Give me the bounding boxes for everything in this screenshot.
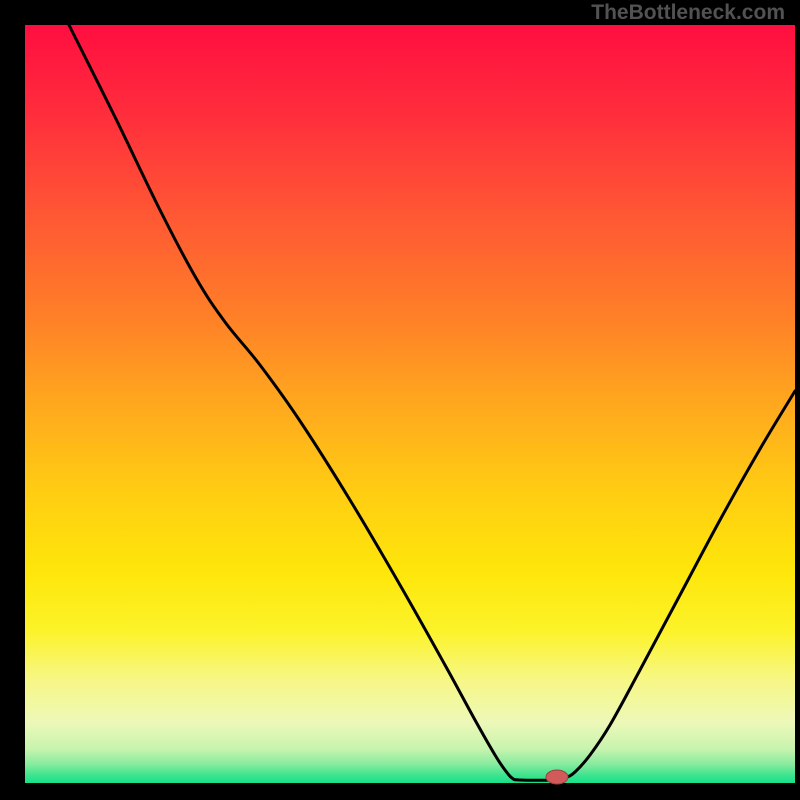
watermark-text: TheBottleneck.com <box>591 1 785 25</box>
chart-background <box>25 25 795 783</box>
optimal-marker <box>546 770 568 784</box>
chart-container: TheBottleneck.com <box>0 0 800 800</box>
bottleneck-chart <box>0 0 800 800</box>
